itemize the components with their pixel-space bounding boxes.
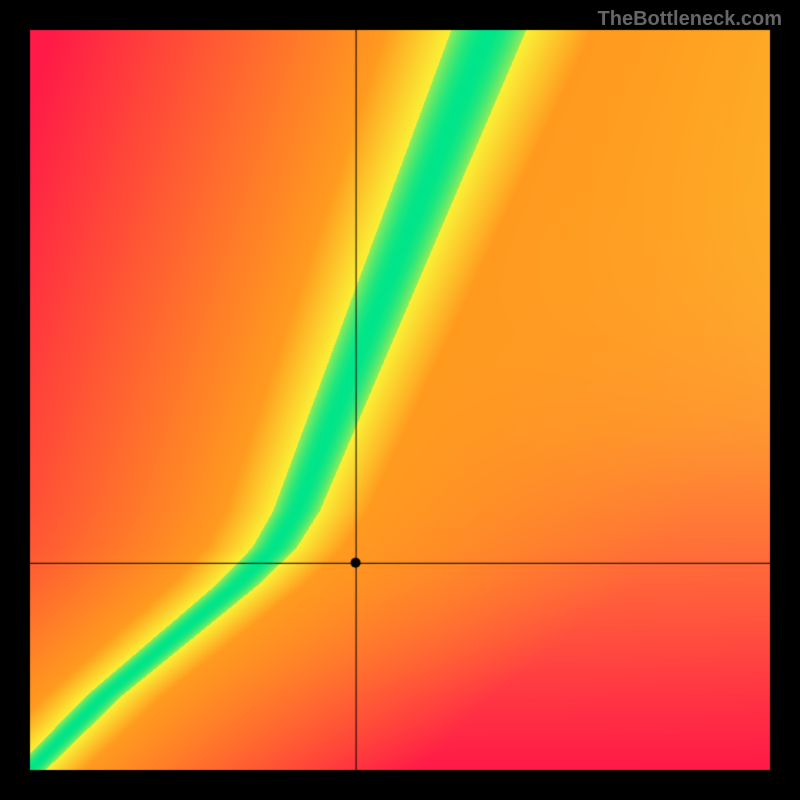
chart-container: TheBottleneck.com [0,0,800,800]
attribution-text: TheBottleneck.com [598,8,782,31]
heatmap-canvas [0,0,800,800]
